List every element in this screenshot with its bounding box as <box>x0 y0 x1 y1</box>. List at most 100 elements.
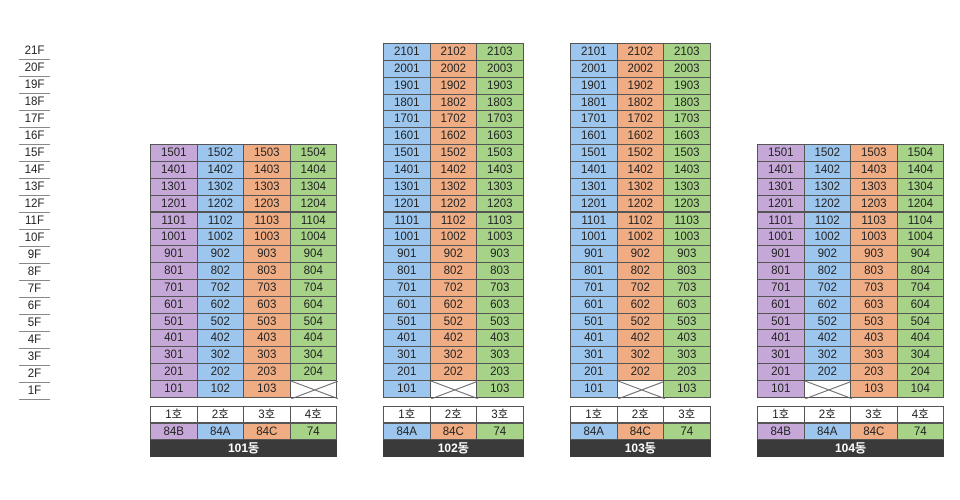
unit-cell: 1203 <box>850 194 898 213</box>
floor-label: 18F <box>19 94 50 111</box>
unit-cell: 803 <box>663 262 711 280</box>
unit-cell: 1603 <box>476 127 524 146</box>
unit-cell: 301 <box>383 346 431 365</box>
line-header: 3호 <box>243 406 291 423</box>
unit-cell: 1204 <box>289 194 337 213</box>
unit-cell: 901 <box>570 245 618 264</box>
unit-cell: 603 <box>663 295 711 314</box>
unit-cell: 201 <box>757 363 805 381</box>
unit-cell: 501 <box>757 312 805 331</box>
unit-cell: 2001 <box>383 59 431 78</box>
unit-cell: 504 <box>289 312 337 331</box>
unit-cell: 1503 <box>476 144 524 162</box>
floor-label: 4F <box>19 332 50 349</box>
unit-cell: 501 <box>150 312 198 331</box>
unit-cell: 1202 <box>616 194 664 213</box>
unit-type: 84C <box>850 423 898 440</box>
unit-cell: 803 <box>243 262 291 280</box>
unit-cell: 503 <box>476 312 524 331</box>
unit-cell: 1004 <box>896 228 944 247</box>
unit-cell: 401 <box>383 329 431 348</box>
unit-cell: 1403 <box>243 160 291 179</box>
unit-cell: 1602 <box>429 127 477 146</box>
unit-cell: 102 <box>196 380 244 398</box>
unit-cell: 1303 <box>243 177 291 196</box>
unit-type: 84B <box>757 423 805 440</box>
unit-cell: 1503 <box>663 144 711 162</box>
unit-cell: 904 <box>896 245 944 264</box>
building-name: 104동 <box>757 440 944 457</box>
unit-cell: 704 <box>896 278 944 297</box>
floor-label: 8F <box>19 264 50 281</box>
unit-cell: 1402 <box>196 160 244 179</box>
unit-cell: 1201 <box>150 194 198 213</box>
unit-cell: 1903 <box>476 76 524 95</box>
empty-unit-cell <box>429 380 478 399</box>
unit-cell: 1301 <box>757 177 805 196</box>
unit-cell: 804 <box>896 262 944 280</box>
unit-cell: 303 <box>663 346 711 365</box>
unit-cell: 1902 <box>429 76 477 95</box>
unit-cell: 1302 <box>196 177 244 196</box>
unit-cell: 901 <box>757 245 805 264</box>
unit-cell: 504 <box>896 312 944 331</box>
line-header: 2호 <box>196 406 244 423</box>
building-name: 103동 <box>570 440 711 457</box>
unit-cell: 1503 <box>850 144 898 162</box>
unit-cell: 201 <box>383 363 431 381</box>
unit-cell: 601 <box>383 295 431 314</box>
unit-cell: 1502 <box>196 144 244 162</box>
unit-cell: 801 <box>570 262 618 280</box>
unit-cell: 502 <box>616 312 664 331</box>
unit-cell: 1504 <box>896 144 944 162</box>
unit-cell: 1202 <box>196 194 244 213</box>
unit-cell: 901 <box>383 245 431 264</box>
unit-cell: 1601 <box>570 127 618 146</box>
unit-type: 84A <box>196 423 244 440</box>
unit-cell: 502 <box>803 312 851 331</box>
unit-cell: 402 <box>803 329 851 348</box>
unit-cell: 802 <box>803 262 851 280</box>
unit-cell: 401 <box>570 329 618 348</box>
unit-cell: 1402 <box>616 160 664 179</box>
unit-cell: 1002 <box>616 228 664 247</box>
unit-cell: 1001 <box>383 228 431 247</box>
unit-cell: 1902 <box>616 76 664 95</box>
line-header: 1호 <box>570 406 618 423</box>
unit-cell: 2102 <box>429 43 477 61</box>
unit-cell: 1102 <box>616 211 664 230</box>
unit-cell: 1503 <box>243 144 291 162</box>
unit-cell: 1701 <box>570 110 618 129</box>
floor-label: 2F <box>19 366 50 383</box>
unit-type: 84C <box>616 423 664 440</box>
unit-cell: 602 <box>429 295 477 314</box>
floor-label: 16F <box>19 128 50 145</box>
unit-cell: 1403 <box>476 160 524 179</box>
unit-cell: 201 <box>150 363 198 381</box>
unit-cell: 1702 <box>429 110 477 129</box>
unit-cell: 804 <box>289 262 337 280</box>
unit-cell: 302 <box>616 346 664 365</box>
unit-cell: 601 <box>150 295 198 314</box>
floor-labels: 21F 20F 19F 18F 17F 16F 15F 14F 13F 12F 11F 10F 9F 8F… <box>19 43 50 400</box>
empty-unit-cell <box>803 380 852 399</box>
floor-label: 15F <box>19 145 50 162</box>
unit-cell: 1901 <box>570 76 618 95</box>
unit-cell: 1702 <box>616 110 664 129</box>
unit-cell: 802 <box>616 262 664 280</box>
unit-cell: 203 <box>243 363 291 381</box>
unit-cell: 401 <box>757 329 805 348</box>
unit-cell: 302 <box>429 346 477 365</box>
unit-cell: 1501 <box>150 144 198 162</box>
unit-cell: 101 <box>150 380 198 398</box>
unit-cell: 1201 <box>570 194 618 213</box>
unit-cell: 501 <box>383 312 431 331</box>
unit-cell: 1303 <box>663 177 711 196</box>
unit-cell: 101 <box>570 380 618 398</box>
unit-cell: 1403 <box>663 160 711 179</box>
unit-cell: 1401 <box>570 160 618 179</box>
unit-cell: 1103 <box>476 211 524 230</box>
unit-cell: 1302 <box>616 177 664 196</box>
unit-cell: 601 <box>570 295 618 314</box>
unit-cell: 703 <box>243 278 291 297</box>
